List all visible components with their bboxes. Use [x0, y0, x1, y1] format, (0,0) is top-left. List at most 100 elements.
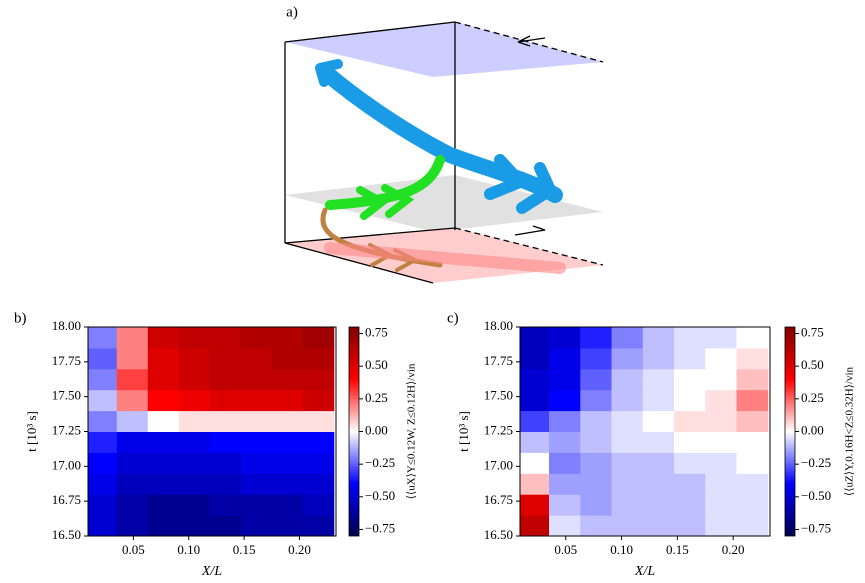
heatmap-cell	[240, 410, 273, 432]
heatmap-cell	[240, 327, 273, 349]
heatmap-cell	[611, 327, 644, 349]
heatmap-cell	[209, 452, 242, 474]
heatmap-cell	[88, 431, 118, 453]
cube-edges	[284, 21, 604, 284]
heatmap-cell	[549, 494, 581, 516]
colorbar-tick-label: 0.00	[365, 422, 388, 437]
heatmap-cell	[520, 494, 550, 516]
heatmap-cell	[302, 410, 335, 432]
heatmap-cell	[178, 452, 211, 474]
colorbar-tick-label: −0.50	[801, 488, 831, 503]
heatmap-cell	[520, 515, 550, 537]
heatmap-cell	[147, 410, 180, 432]
heatmap-cell	[642, 347, 675, 370]
heatmap-cell	[209, 494, 242, 516]
colorbar-tick-label: −0.25	[365, 455, 395, 470]
heatmap-cell	[240, 368, 273, 391]
colorbar-tick-label: 0.50	[801, 357, 824, 372]
heatmap-cell	[736, 473, 769, 495]
diagram: a)	[284, 4, 604, 284]
y-tick-label: 16.75	[52, 492, 81, 507]
heatmap-cell	[674, 431, 706, 453]
y-axis-label: t [10³ s]	[24, 411, 39, 452]
x-axis-label: X/L	[634, 564, 655, 579]
heatmap-cell	[116, 389, 149, 412]
heatmap-cell	[116, 431, 149, 453]
heatmap-cell	[674, 389, 706, 412]
heatmap-cell	[116, 327, 149, 349]
heatmap-cell	[178, 347, 211, 370]
heatmap-cell	[705, 389, 738, 412]
heatmap-cell	[580, 494, 613, 516]
heatmap-cell	[549, 452, 581, 474]
heatmap-cell	[209, 327, 242, 349]
heatmap-cell	[271, 327, 304, 349]
heatmap-cell	[736, 452, 769, 474]
panel-label: b)	[14, 310, 27, 326]
heatmap-cell	[642, 452, 675, 474]
x-tick-label: 0.05	[122, 542, 145, 557]
heatmap-cell	[674, 347, 706, 370]
heatmap-cell	[240, 347, 273, 370]
flow-arrows	[315, 59, 566, 274]
colorbar	[784, 326, 796, 537]
heatmap-cell	[147, 515, 180, 537]
heatmap-cell	[302, 389, 335, 412]
colorbar-tick-label: −0.75	[801, 520, 831, 535]
y-tick-label: 17.50	[52, 388, 81, 403]
heatmap-cell	[611, 389, 644, 412]
heatmap-cell	[88, 389, 118, 412]
heatmap-cell	[147, 452, 180, 474]
heatmap-cell	[736, 410, 769, 432]
heatmap-cell	[178, 410, 211, 432]
heatmap-cell	[642, 515, 675, 537]
heatmap-cell	[271, 473, 304, 495]
heatmap-cell	[580, 452, 613, 474]
heatmap-cell	[271, 494, 304, 516]
heatmap-cell	[549, 410, 581, 432]
heatmap-cell	[705, 494, 738, 516]
heatmap-cell	[580, 368, 613, 391]
heatmap-cell	[209, 347, 242, 370]
heatmap-cells	[520, 327, 769, 537]
heatmap-cell	[271, 347, 304, 370]
heatmap-cell	[178, 494, 211, 516]
heatmap-cell	[736, 368, 769, 391]
y-tick-label: 17.75	[484, 353, 513, 368]
heatmap-cell	[736, 327, 769, 349]
colorbar-tick-label: −0.25	[801, 455, 831, 470]
heatmap-cell	[302, 368, 335, 391]
heatmap-cell	[88, 347, 118, 370]
heatmap-cell	[705, 515, 738, 537]
heatmap-cell	[302, 431, 335, 453]
heatmap-cell	[736, 515, 769, 537]
heatmap-cell	[674, 515, 706, 537]
heatmap-cell	[611, 347, 644, 370]
y-tick-label: 17.00	[484, 457, 513, 472]
heatmap-cell	[147, 347, 180, 370]
heatmap-cell	[116, 494, 149, 516]
heatmap-cell	[116, 515, 149, 537]
heatmap-cell	[611, 410, 644, 432]
heatmap-cell	[705, 327, 738, 349]
heatmap-cell	[116, 452, 149, 474]
heatmap-cell	[240, 515, 273, 537]
heatmap-cell	[271, 368, 304, 391]
heatmap-cell	[549, 347, 581, 370]
heatmap-cell	[178, 473, 211, 495]
heatmap-cell	[271, 515, 304, 537]
heatmap-cell	[642, 431, 675, 453]
x-axis-label: X/L	[201, 564, 222, 579]
heatmap-cell	[147, 389, 180, 412]
heatmap-cell	[520, 327, 550, 349]
y-tick-label: 17.00	[52, 457, 81, 472]
heatmap-cell	[520, 410, 550, 432]
heatmap-cell	[302, 473, 335, 495]
heatmap-cell	[209, 515, 242, 537]
colorbar-tick-label: 0.75	[365, 325, 388, 340]
heatmap-cell	[674, 452, 706, 474]
heatmap-cell	[611, 368, 644, 391]
heatmap-cell	[705, 431, 738, 453]
heatmap-cell	[736, 347, 769, 370]
heatmap-cell	[271, 452, 304, 474]
